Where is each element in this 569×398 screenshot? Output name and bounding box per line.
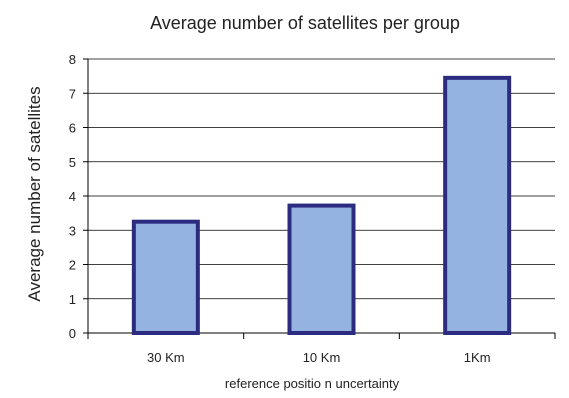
bar-30km	[131, 219, 200, 335]
y-tick-label: 7	[69, 86, 76, 101]
x-tick-label: 10 Km	[303, 350, 341, 365]
y-tick-label: 4	[69, 189, 76, 204]
chart-title: Average number of satellites per group	[150, 13, 460, 33]
bar-10km	[287, 203, 356, 335]
x-tick-label: 30 Km	[147, 350, 185, 365]
bars	[131, 75, 512, 336]
y-tick-label: 8	[69, 52, 76, 67]
y-tick-labels: 0 1 2 3 4 5 6 7 8	[69, 52, 76, 341]
y-tick-label: 3	[69, 223, 76, 238]
y-tick-label: 5	[69, 155, 76, 170]
y-tick-label: 0	[69, 326, 76, 341]
x-tick-label: 1Km	[464, 350, 491, 365]
x-tick-labels: 30 Km 10 Km 1Km	[147, 350, 490, 365]
bar-1km	[443, 75, 512, 336]
y-tick-label: 2	[69, 258, 76, 273]
y-tick-label: 1	[69, 292, 76, 307]
y-axis-label: Average number of satellites	[25, 86, 44, 301]
y-tick-label: 6	[69, 121, 76, 136]
x-axis-label: reference positio n uncertainty	[225, 376, 400, 391]
